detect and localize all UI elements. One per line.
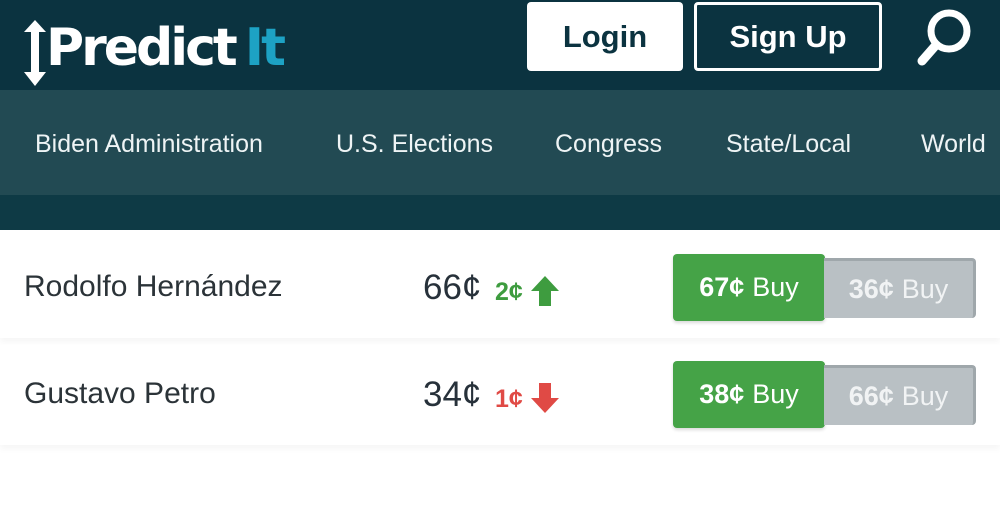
- contract-name[interactable]: Gustavo Petro: [24, 377, 216, 410]
- nav-item-world[interactable]: World: [921, 130, 986, 158]
- contract-name[interactable]: Rodolfo Hernández: [24, 270, 283, 303]
- nav-item-us-elections[interactable]: U.S. Elections: [336, 130, 494, 158]
- yes-label: Buy: [752, 379, 799, 409]
- contract-row: Rodolfo Hernández 66¢ 2¢ 67¢ Buy 36¢ Buy: [0, 238, 1000, 338]
- nav-item-biden-administration[interactable]: Biden Administration: [35, 130, 263, 158]
- price-change: 1¢: [495, 385, 523, 413]
- top-header: Predict It Login Sign Up: [0, 0, 1000, 90]
- contract-row: Gustavo Petro 34¢ 1¢ 38¢ Buy 66¢ Buy: [0, 345, 1000, 445]
- nav-item-state-local[interactable]: State/Local: [726, 130, 852, 158]
- no-label: Buy: [901, 274, 949, 304]
- arrow-down-icon: [531, 383, 559, 413]
- no-label: Buy: [901, 381, 949, 411]
- sign-up-button[interactable]: Sign Up: [694, 2, 882, 71]
- nav-item-congress[interactable]: Congress: [555, 130, 662, 158]
- price-change: 2¢: [495, 278, 523, 306]
- no-price: 66¢: [848, 381, 894, 411]
- buy-yes-button[interactable]: 38¢ Buy: [673, 361, 825, 428]
- header-band: [0, 195, 1000, 230]
- yes-price: 67¢: [699, 272, 745, 302]
- arrow-up-icon: [531, 276, 559, 306]
- login-button[interactable]: Login: [527, 2, 683, 71]
- logo-text-accent: It: [244, 18, 286, 78]
- contract-price: 66¢: [423, 268, 482, 307]
- contract-price: 34¢: [423, 375, 482, 414]
- no-price: 36¢: [848, 274, 894, 304]
- category-nav: Biden Administration U.S. Elections Cong…: [0, 90, 1000, 195]
- buy-no-button[interactable]: 36¢ Buy: [824, 258, 976, 318]
- yes-label: Buy: [752, 272, 799, 302]
- logo-text: Predict It: [46, 18, 286, 78]
- buy-yes-button[interactable]: 67¢ Buy: [673, 254, 825, 321]
- buy-no-button[interactable]: 66¢ Buy: [824, 365, 976, 425]
- search-icon[interactable]: [914, 6, 974, 68]
- yes-price: 38¢: [699, 379, 745, 409]
- logo-text-main: Predict: [46, 18, 238, 78]
- logo-arrows-icon: [24, 20, 46, 86]
